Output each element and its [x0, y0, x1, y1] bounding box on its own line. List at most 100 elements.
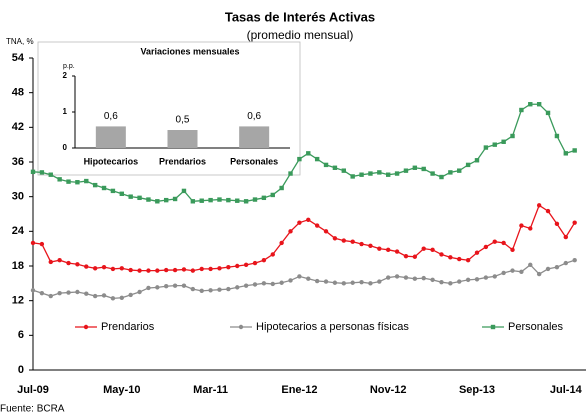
point [30, 288, 36, 293]
point [243, 199, 249, 204]
point [92, 266, 98, 271]
point [190, 199, 196, 204]
point [457, 279, 462, 284]
point [492, 142, 497, 147]
point [501, 139, 506, 144]
point [430, 247, 435, 253]
point [536, 271, 542, 277]
point [501, 240, 506, 246]
point [279, 185, 284, 191]
y-tick-label: 54 [12, 52, 25, 64]
point [332, 280, 338, 285]
point [84, 264, 89, 269]
x-tick-label: May-10 [103, 384, 140, 396]
inset-frame [37, 41, 301, 176]
point [92, 293, 98, 299]
point [75, 262, 80, 267]
point [155, 199, 160, 204]
point [137, 195, 142, 201]
point [510, 268, 515, 273]
point [172, 196, 178, 202]
y-tick-label: 42 [12, 121, 24, 133]
point [217, 197, 222, 202]
point [501, 270, 506, 276]
inset-y-tick-label: 2 [63, 71, 68, 80]
point [403, 275, 409, 280]
source: Fuente: BCRA [0, 404, 65, 415]
point [359, 279, 364, 285]
point [48, 259, 53, 265]
point [394, 274, 400, 279]
point [92, 182, 98, 188]
point [465, 258, 471, 263]
point [137, 289, 142, 295]
point [341, 281, 346, 286]
point [128, 194, 133, 199]
point [39, 170, 45, 175]
point [261, 258, 267, 263]
legend-marker [238, 324, 244, 330]
point [146, 268, 151, 273]
point [84, 178, 89, 184]
point [554, 221, 560, 227]
point [101, 293, 107, 298]
point [314, 278, 320, 284]
point [386, 275, 391, 280]
point [350, 174, 355, 179]
point [314, 223, 320, 228]
point [306, 217, 311, 222]
point [403, 168, 409, 173]
point [519, 223, 524, 228]
point [261, 195, 267, 201]
point [48, 172, 53, 177]
point [323, 229, 329, 234]
point [75, 180, 80, 185]
legend-marker [490, 324, 496, 330]
point [368, 281, 373, 286]
point [439, 252, 444, 257]
point [164, 267, 169, 273]
y-tick-label: 12 [12, 295, 24, 307]
point [119, 266, 125, 271]
y-tick-label: 18 [12, 260, 24, 272]
inset-x-tick-label: Hipotecarios [84, 156, 139, 166]
point [314, 156, 320, 162]
point [270, 281, 275, 287]
point [528, 262, 533, 268]
point [101, 185, 107, 191]
inset-x-tick-label: Prendarios [159, 156, 206, 166]
x-tick-label: Nov-12 [370, 384, 407, 396]
point [128, 267, 133, 273]
point [48, 293, 53, 299]
point [217, 287, 222, 292]
point [457, 256, 462, 262]
point [208, 197, 213, 203]
point [226, 286, 231, 292]
point [536, 102, 542, 107]
x-tick-label: Sep-13 [459, 384, 495, 396]
point [172, 283, 178, 288]
point [66, 179, 71, 184]
point [155, 268, 160, 273]
point [66, 260, 71, 266]
point [261, 281, 267, 286]
point [474, 250, 480, 255]
point [510, 133, 515, 139]
point [394, 171, 400, 176]
point [483, 244, 489, 250]
point [208, 288, 213, 293]
point [226, 197, 231, 203]
point [403, 253, 409, 259]
point [190, 268, 196, 273]
point [572, 148, 577, 153]
point [288, 229, 293, 234]
point [528, 102, 533, 107]
point [341, 238, 346, 243]
y-tick-label: 24 [12, 225, 25, 237]
point [39, 290, 45, 296]
point [30, 169, 36, 175]
point [332, 236, 338, 241]
point [483, 145, 489, 150]
point [181, 188, 187, 194]
point [563, 151, 568, 156]
